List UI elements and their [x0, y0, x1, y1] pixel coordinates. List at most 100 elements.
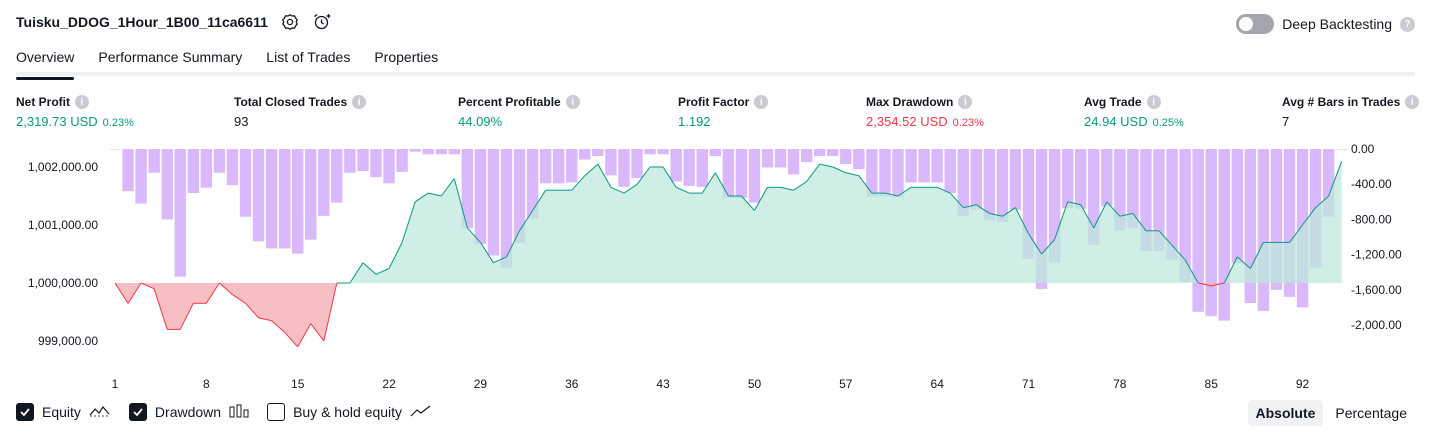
drawdown-bar: [670, 149, 682, 182]
right-axis: 0.00 -400.00 -800.00 -1,200.00 -1,600.00 -2,0…: [1351, 142, 1402, 332]
equity-line-icon: [89, 404, 111, 421]
deep-backtesting-toggle[interactable]: [1236, 14, 1275, 34]
metric-label: Max Drawdown: [866, 95, 954, 109]
equity-line-segment: [1302, 207, 1316, 226]
equity-line-segment: [506, 230, 520, 258]
x-axis-tick-label: 78: [1113, 377, 1127, 391]
drawdown-bar: [1322, 149, 1335, 217]
drawdown-bar: [853, 149, 865, 170]
info-icon[interactable]: i: [75, 95, 89, 109]
left-axis-label: 1,000,000.00: [28, 276, 98, 290]
equity-line-segment: [1158, 230, 1173, 246]
legend-buy-hold[interactable]: Buy & hold equity: [267, 403, 432, 421]
info-icon[interactable]: i: [1146, 95, 1161, 109]
metric-net-profit: Net Profit i 2,319.73 USD 0.23%: [16, 94, 134, 129]
equity-checkbox[interactable]: [16, 403, 34, 421]
right-axis-label: -400.00: [1351, 177, 1392, 191]
equity-line-segment: [1106, 201, 1121, 217]
x-axis-tick-label: 50: [748, 377, 762, 391]
drawdown-bar: [331, 149, 343, 203]
equity-line-segment: [989, 212, 1003, 217]
equity-line-segment: [1067, 201, 1081, 206]
equity-line-segment: [806, 163, 821, 182]
drawdown-bar: [396, 149, 408, 172]
equity-line-segment: [1249, 242, 1264, 269]
drawdown-bar: [1270, 149, 1283, 290]
absolute-button[interactable]: Absolute: [1247, 400, 1324, 426]
x-axis-tick-label: 43: [656, 377, 670, 391]
info-icon[interactable]: i: [1405, 95, 1420, 109]
drawdown-checkbox[interactable]: [128, 403, 147, 421]
equity-drawdown-chart[interactable]: 1,002,000.00 1,001,000.00 1,000,000.00 999,…: [0, 140, 1431, 396]
equity-line-segment: [858, 175, 873, 194]
metric-label: Avg Trade: [1084, 95, 1142, 109]
equity-line-segment: [179, 303, 194, 330]
drawdown-bar: [657, 149, 669, 155]
info-icon[interactable]: i: [754, 95, 769, 109]
drawdown-bar: [1022, 149, 1035, 259]
legend-drawdown[interactable]: Drawdown: [128, 403, 249, 421]
equity-line-segment: [153, 288, 168, 330]
alarm-clock-plus-icon[interactable]: [312, 12, 332, 32]
percentage-button[interactable]: Percentage: [1335, 405, 1407, 421]
drawdown-bar: [1035, 149, 1048, 289]
equity-line-segment: [428, 192, 442, 197]
x-axis: 1 8 15 22 29 36 43 50 57 64 71 78 85 92: [112, 377, 1310, 391]
x-axis-tick-label: 29: [474, 377, 488, 391]
tab-overview[interactable]: Overview: [16, 44, 75, 80]
left-axis: 1,002,000.00 1,001,000.00 1,000,000.00 999,…: [28, 160, 98, 348]
equity-line-segment: [466, 227, 481, 243]
drawdown-bar: [265, 149, 278, 249]
equity-line-segment: [597, 163, 612, 188]
drawdown-bar: [292, 149, 304, 254]
right-axis-label: -2,000.00: [1351, 318, 1402, 332]
drawdown-bar: [800, 149, 813, 163]
equity-label: Equity: [42, 404, 81, 420]
question-icon[interactable]: ?: [1400, 16, 1415, 32]
drawdown-bar: [879, 149, 891, 197]
drawdown-bar: [1166, 149, 1178, 260]
tab-list-of-trades[interactable]: List of Trades: [266, 49, 351, 65]
info-icon[interactable]: i: [352, 95, 367, 109]
strategy-title: Tuisku_DDOG_1Hour_1B00_11ca6611: [16, 14, 268, 30]
right-axis-label: -1,200.00: [1351, 248, 1402, 262]
drawdown-bar: [905, 149, 917, 183]
gear-icon[interactable]: [280, 12, 300, 32]
drawdown-bar: [278, 149, 291, 249]
equity-line-segment: [362, 262, 377, 275]
drawdown-bar: [931, 149, 943, 183]
tab-properties[interactable]: Properties: [374, 49, 439, 65]
tab-performance-summary[interactable]: Performance Summary: [98, 49, 243, 65]
equity-line-segment: [232, 294, 246, 304]
drawdown-bar: [722, 149, 735, 199]
equity-line-segment: [493, 256, 507, 264]
drawdown-bar: [748, 149, 761, 203]
equity-line-segment: [114, 282, 129, 304]
right-axis-label: -800.00: [1351, 212, 1392, 226]
equity-line-segment: [884, 192, 899, 197]
metric-label: Total Closed Trades: [234, 95, 348, 109]
info-icon[interactable]: i: [958, 95, 973, 109]
drawdown-bar: [461, 149, 474, 229]
metric-max-drawdown: Max Drawdown i 2,354.52 USD 0.23%: [866, 94, 984, 129]
drawdown-bar: [709, 149, 721, 157]
equity-line-segment: [897, 186, 912, 197]
equity-line-segment: [1015, 207, 1029, 234]
drawdown-bar: [109, 149, 121, 150]
drawdown-bar: [618, 149, 630, 187]
equity-line-segment: [1198, 282, 1212, 287]
drawdown-bar: [696, 149, 708, 187]
drawdown-bar: [370, 149, 382, 178]
drawdown-bar: [957, 149, 969, 216]
legend-equity[interactable]: Equity: [16, 403, 111, 421]
equity-line-segment: [323, 282, 338, 342]
drawdown-bar: [970, 149, 982, 210]
info-icon[interactable]: i: [565, 95, 580, 109]
drawdown-bar: [161, 149, 173, 220]
equity-line-segment: [845, 172, 859, 177]
buy-hold-checkbox[interactable]: [267, 403, 286, 421]
equity-line-segment: [701, 172, 716, 194]
equity-line-segment: [258, 317, 272, 322]
drawdown-bar: [579, 149, 591, 160]
drawdown-bars: [109, 149, 1348, 321]
